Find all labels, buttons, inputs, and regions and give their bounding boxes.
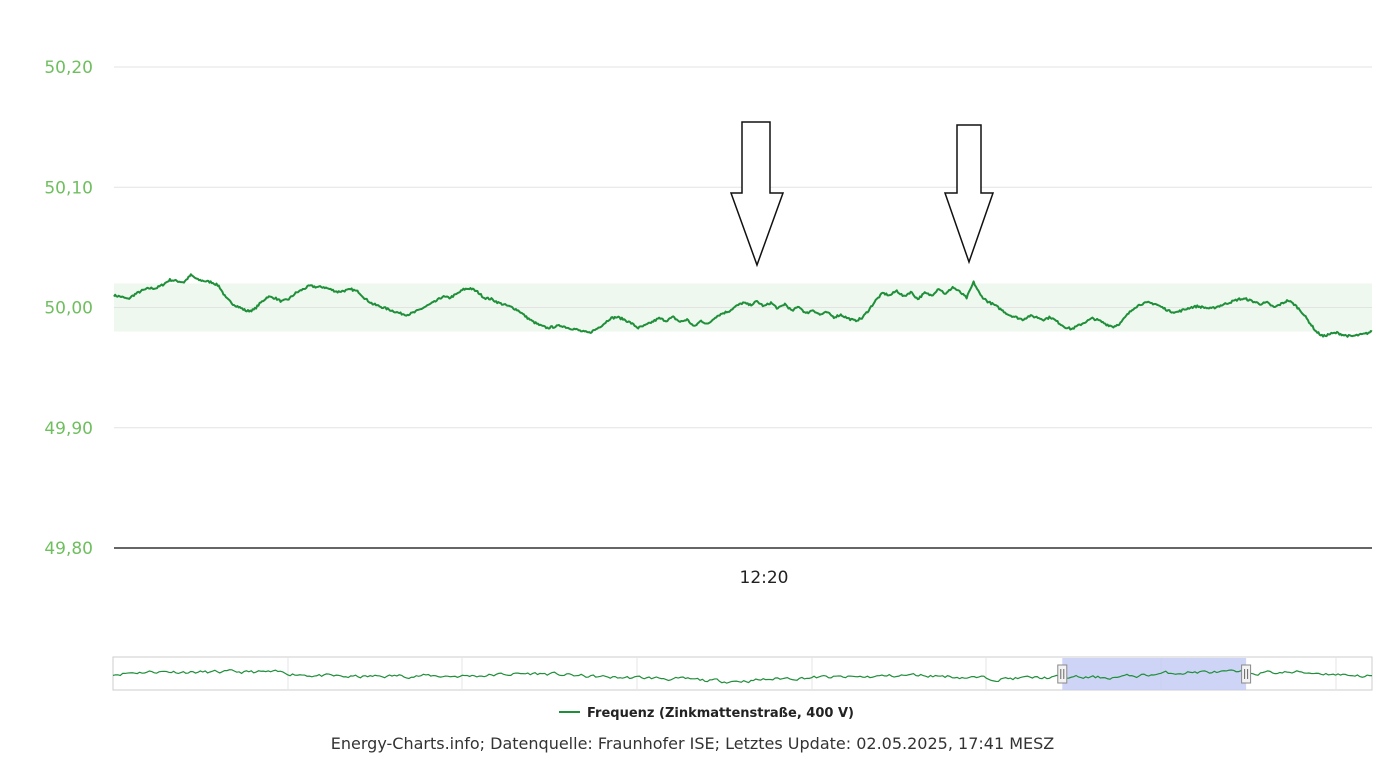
- navigator-handle-left[interactable]: [1057, 664, 1068, 684]
- x-tick-label: 12:20: [740, 568, 789, 588]
- y-tick-label: 49,90: [44, 419, 93, 439]
- legend[interactable]: Frequenz (Zinkmattenstraße, 400 V): [559, 706, 854, 721]
- navigator-gridlines: [287, 657, 1337, 690]
- frequency-series-line[interactable]: [113, 273, 1373, 338]
- annotation-arrow-2: [943, 124, 995, 265]
- navigator-selected-range[interactable]: [1062, 658, 1247, 690]
- y-axis-ticks: 50,20 50,10 50,00 49,90 49,80: [44, 58, 93, 559]
- annotation-arrow-1: [729, 121, 785, 268]
- y-tick-label: 50,20: [44, 58, 93, 78]
- y-gridlines: [114, 66, 1372, 429]
- y-tick-label: 50,00: [44, 299, 93, 319]
- y-tick-label: 50,10: [44, 178, 93, 198]
- footer-source-note: Energy-Charts.info; Datenquelle: Fraunho…: [330, 734, 1055, 753]
- x-axis-ticks: 12:20: [740, 568, 789, 588]
- y-tick-label: 49,80: [44, 539, 93, 559]
- legend-item-frequency[interactable]: Frequenz (Zinkmattenstraße, 400 V): [587, 706, 854, 721]
- range-navigator[interactable]: [112, 656, 1373, 691]
- navigator-handle-right[interactable]: [1241, 664, 1252, 684]
- navigator-series-line: [112, 669, 1373, 684]
